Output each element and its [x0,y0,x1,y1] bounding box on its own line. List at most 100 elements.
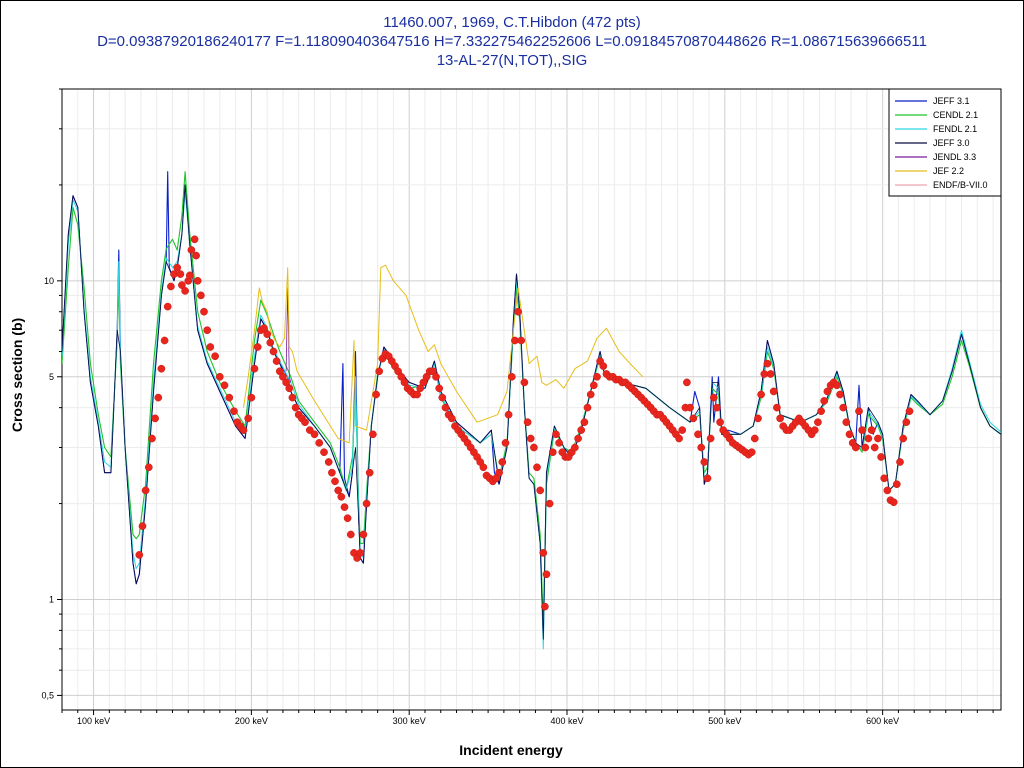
x-tick-label: 600 keV [866,716,899,726]
data-point [536,486,545,495]
data-point [160,336,169,345]
data-point [504,410,513,419]
data-point [855,407,863,416]
data-point [501,439,510,447]
data-point [432,372,440,381]
data-point [239,426,248,434]
data-point [757,390,765,399]
data-point [225,393,234,402]
data-point [413,390,421,399]
data-point [899,434,908,443]
data-point [858,426,866,434]
data-point [533,463,541,472]
data-point [574,434,582,443]
chart-title-line2: D=0.09387920186240177 F=1.11809040364751… [97,33,927,50]
data-point [272,357,281,365]
data-point [851,443,860,452]
legend-label: JEF 2.2 [933,166,964,176]
data-point [144,463,153,472]
data-point [555,439,563,447]
data-point [369,430,377,439]
series-line-fendl-2-1 [62,191,1001,650]
data-point [766,370,775,378]
data-point [542,570,551,579]
x-tick-label: 100 keV [77,716,110,726]
data-point [686,403,694,412]
data-point [845,430,854,439]
x-tick-label: 400 keV [550,716,583,726]
legend-label: FENDL 2.1 [933,124,977,134]
data-point [282,378,290,387]
data-point [203,326,212,335]
data-point [187,246,196,254]
data-point [580,418,589,427]
data-point [517,336,526,345]
data-point [176,270,185,278]
data-point [263,330,272,339]
series-line-jef-2-2 [243,264,644,444]
data-point [154,393,163,402]
data-point [678,426,687,434]
data-point [709,393,718,402]
data-point [810,426,819,434]
axis-ticks: 100 keV 200 keV 300 keV 400 keV 500 keV 600 k… [41,88,994,726]
data-point [874,434,882,443]
data-point [694,430,702,439]
data-point [754,414,762,423]
data-point [814,418,822,427]
data-point [320,448,328,457]
chart-title-line3: 13-AL-27(N,TOT),,SIG [436,52,588,69]
data-point [675,434,683,443]
data-point [571,443,579,452]
data-point [880,474,889,483]
data-point [285,384,294,393]
data-point [530,443,538,452]
y-tick-label: 0,5 [41,690,54,700]
data-point [438,393,447,402]
data-point [820,397,829,405]
chart-title-line1: 11460.007, 1969, C.T.Hibdon (472 pts) [383,14,641,31]
data-point [905,407,914,416]
legend-label: JEFF 3.0 [933,138,970,148]
data-point [375,367,384,376]
data-point [514,307,522,316]
data-point [247,393,256,402]
y-tick-label: 5 [49,372,54,382]
data-point [181,287,189,295]
data-point [545,499,554,508]
data-point [773,403,781,412]
data-point [447,414,456,423]
data-point [343,514,352,523]
data-point [220,381,229,390]
data-point [599,362,608,370]
data-point [178,281,186,289]
data-point [337,492,346,501]
data-point [836,390,844,399]
data-point [883,486,892,495]
data-point [520,378,529,387]
data-point [193,276,202,285]
data-point [244,414,253,423]
data-point [269,347,278,356]
data-point [892,480,901,489]
data-point [362,499,371,508]
data-point [365,468,374,477]
data-point [867,426,876,434]
data-point [211,352,219,361]
data-point [498,458,507,466]
data-point [334,486,343,495]
data-point [861,443,870,452]
data-point [700,458,709,466]
data-point [253,343,262,351]
data-point [163,302,172,311]
data-point [769,387,778,396]
data-point [310,430,319,439]
data-point [141,486,150,495]
data-point [495,468,503,477]
data-point [507,372,516,381]
data-point [135,551,144,559]
data-point [260,324,268,333]
data-point [400,378,409,387]
data-point [301,418,309,427]
data-point [689,414,698,423]
